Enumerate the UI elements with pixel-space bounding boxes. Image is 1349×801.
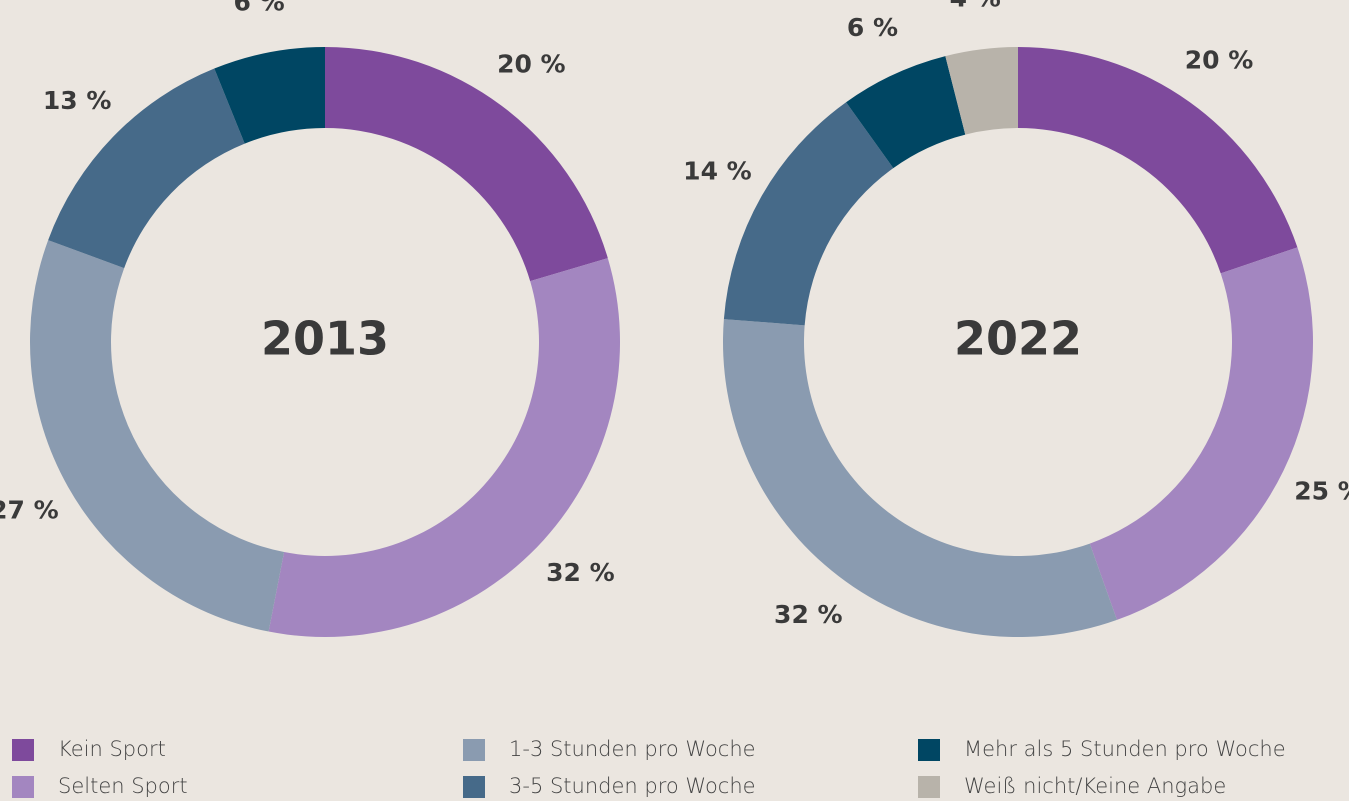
value-label: 6 %: [233, 0, 284, 16]
legend-label: Weiß nicht/Keine Angabe: [964, 774, 1226, 798]
donut-hole: [804, 128, 1232, 556]
donut-segment: [846, 56, 966, 169]
value-label: 27 %: [0, 495, 59, 524]
donut-segment: [48, 68, 245, 269]
donut-segment: [1089, 247, 1313, 620]
legend-label: Kein Sport: [58, 737, 166, 761]
legend-swatch: [918, 739, 940, 761]
legend-label: Mehr als 5 Stunden pro Woche: [964, 737, 1286, 761]
legend-swatch: [918, 776, 940, 798]
value-label: 32 %: [774, 600, 843, 629]
value-label: 20 %: [1185, 46, 1254, 75]
value-label: 20 %: [497, 50, 566, 79]
value-label: 6 %: [847, 13, 898, 42]
donut-segment: [723, 102, 894, 326]
value-label: 13 %: [43, 86, 112, 115]
donut-segment: [214, 47, 325, 144]
donut-segment: [945, 47, 1018, 135]
donut-segment: [723, 319, 1117, 637]
donut-segment: [1018, 47, 1298, 274]
legend-swatch: [463, 739, 485, 761]
donut-segment: [268, 258, 620, 637]
legend-label: Selten Sport: [58, 774, 188, 798]
legend-swatch: [463, 776, 485, 798]
value-label: 32 %: [546, 558, 615, 587]
donut-hole: [111, 128, 539, 556]
center-title: 2013: [261, 312, 389, 366]
legend-label: 1-3 Stunden pro Woche: [509, 737, 756, 761]
legend-swatch: [12, 776, 34, 798]
center-title: 2022: [954, 312, 1082, 366]
value-label: 4 %: [950, 0, 1001, 13]
legend-label: 3-5 Stunden pro Woche: [509, 774, 756, 798]
value-label: 14 %: [683, 157, 752, 186]
donut-segment: [30, 240, 285, 632]
legend-swatch: [12, 739, 34, 761]
value-label: 25 %: [1294, 476, 1349, 505]
donut-segment: [325, 47, 608, 282]
